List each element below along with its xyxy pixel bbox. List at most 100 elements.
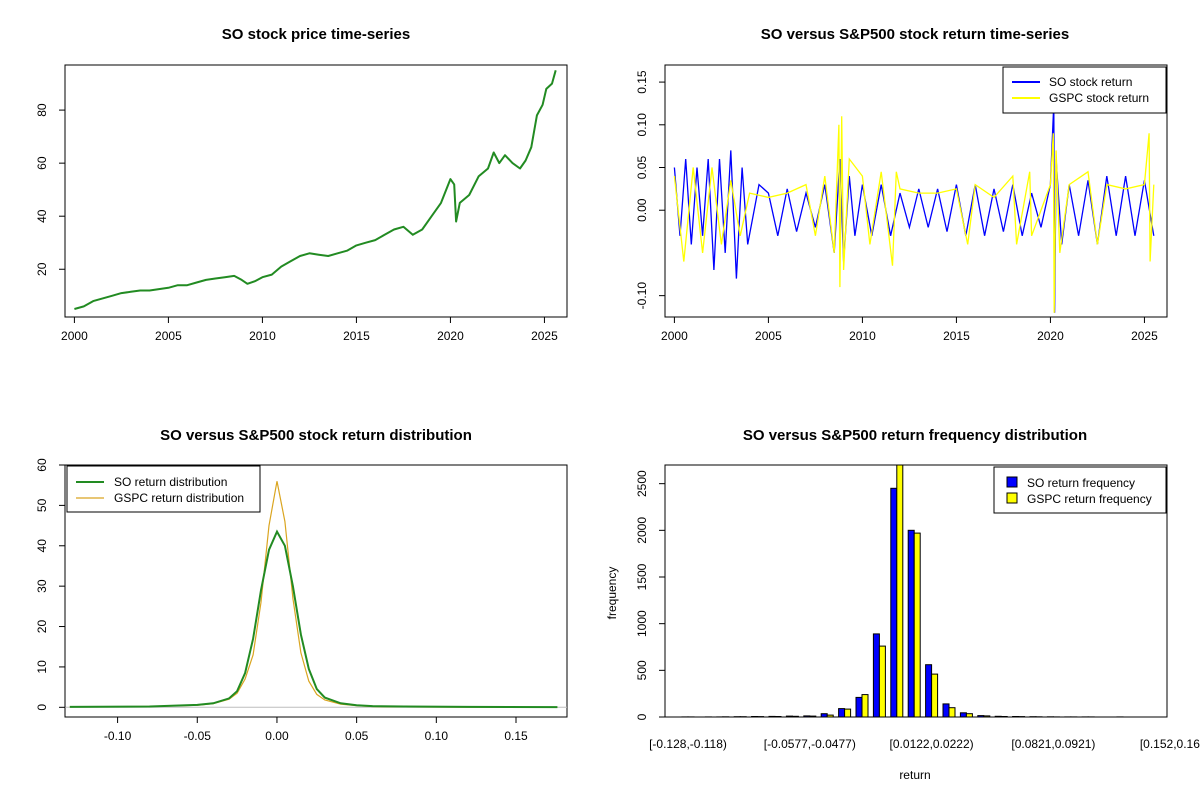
tick-label: 0.05: [345, 729, 369, 743]
tick-label: -0.10: [104, 729, 132, 743]
legend: SO stock return GSPC stock return: [1003, 67, 1166, 113]
tick-label: 0.00: [635, 198, 649, 222]
bar-so: [856, 697, 862, 717]
legend-box: [994, 467, 1166, 513]
legend: SO return distribution GSPC return distr…: [67, 466, 260, 512]
y-axis: 20 40 60 80: [35, 103, 65, 276]
x-axis-label: return: [899, 768, 930, 782]
tick-label: 1500: [635, 563, 649, 590]
tick-label: 60: [35, 458, 49, 472]
y-axis: 0 500 1000 1500 2000 2500: [635, 470, 665, 720]
bar-gspc: [862, 695, 868, 717]
panel-histogram: SO versus S&P500 return frequency distri…: [605, 427, 1200, 782]
tick-label: 2010: [849, 329, 876, 343]
legend-label: SO return frequency: [1027, 476, 1135, 490]
tick-label: 0.05: [635, 156, 649, 180]
tick-label: 2025: [531, 329, 558, 343]
chart-title: SO versus S&P500 stock return distributi…: [160, 427, 472, 444]
bar-gspc: [879, 646, 885, 717]
bar-so: [926, 665, 932, 717]
tick-label: 0.00: [265, 729, 289, 743]
bar-gspc: [914, 533, 920, 717]
tick-label: [-0.128,-0.118): [649, 737, 727, 751]
bar-so: [891, 488, 897, 717]
tick-label: 2000: [635, 517, 649, 544]
bar-gspc: [792, 716, 798, 717]
bar-gspc: [984, 716, 990, 717]
legend-label: GSPC stock return: [1049, 91, 1149, 105]
x-axis: [-0.128,-0.118) [-0.0577,-0.0477) [0.0122,…: [649, 737, 1200, 751]
legend: SO return frequency GSPC return frequenc…: [994, 467, 1166, 513]
tick-label: [0.152,0.162): [1140, 737, 1200, 751]
tick-label: 2005: [755, 329, 782, 343]
bar-gspc: [845, 709, 851, 717]
panel-returns: SO versus S&P500 stock return time-serie…: [635, 26, 1167, 343]
tick-label: [-0.0577,-0.0477): [764, 737, 856, 751]
bar-gspc: [827, 715, 833, 717]
tick-label: [0.0821,0.0921): [1011, 737, 1095, 751]
chart-title: SO stock price time-series: [222, 26, 410, 43]
bar-so: [1013, 717, 1019, 718]
legend-label: GSPC return distribution: [114, 491, 244, 505]
tick-label: 0.10: [425, 729, 449, 743]
plot-frame: [65, 65, 567, 317]
chart-title: SO versus S&P500 return frequency distri…: [743, 427, 1087, 444]
tick-label: 500: [635, 660, 649, 680]
y-axis-label: frequency: [605, 567, 619, 620]
tick-label: 0.10: [635, 113, 649, 137]
tick-label: [0.0122,0.0222): [890, 737, 974, 751]
bar-gspc: [810, 716, 816, 717]
bar-gspc: [966, 714, 972, 717]
chart-title: SO versus S&P500 stock return time-serie…: [761, 26, 1069, 43]
tick-label: 30: [35, 579, 49, 593]
legend-label: SO stock return: [1049, 75, 1132, 89]
legend-box: [1003, 67, 1166, 113]
series-line: [70, 481, 558, 707]
tick-label: 0: [35, 704, 49, 711]
tick-label: 80: [35, 103, 49, 117]
legend-label: GSPC return frequency: [1027, 492, 1152, 506]
tick-label: 2000: [61, 329, 88, 343]
tick-label: 2500: [635, 470, 649, 497]
bar-so: [943, 704, 949, 717]
series-line: [74, 70, 555, 309]
tick-label: 20: [35, 620, 49, 634]
tick-label: 1000: [635, 610, 649, 637]
tick-label: 20: [35, 262, 49, 276]
bar-so: [873, 634, 879, 717]
tick-label: 2020: [1037, 329, 1064, 343]
tick-label: 2000: [661, 329, 688, 343]
tick-label: 40: [35, 209, 49, 223]
panel-price: SO stock price time-series 2000 2005 2010 2…: [35, 26, 567, 343]
bar-so: [769, 716, 775, 717]
bar-so: [839, 709, 845, 717]
tick-label: 2025: [1131, 329, 1158, 343]
tick-label: 10: [35, 660, 49, 674]
bar-gspc: [1001, 717, 1007, 718]
bar-gspc: [949, 708, 955, 717]
tick-label: 60: [35, 156, 49, 170]
tick-label: 2010: [249, 329, 276, 343]
tick-label: 2005: [155, 329, 182, 343]
tick-label: 2015: [343, 329, 370, 343]
legend-box: [67, 466, 260, 512]
tick-label: 40: [35, 539, 49, 553]
tick-label: 2015: [943, 329, 970, 343]
bar-gspc: [932, 674, 938, 717]
x-axis: 2000 2005 2010 2015 2020 2025: [661, 317, 1158, 343]
tick-label: -0.05: [184, 729, 212, 743]
panel-density: SO versus S&P500 stock return distributi…: [35, 427, 567, 743]
legend-label: SO return distribution: [114, 475, 227, 489]
legend-swatch: [1007, 477, 1017, 487]
bar-so: [804, 716, 810, 717]
bar-gspc: [897, 465, 903, 717]
bar-so: [908, 530, 914, 717]
y-axis: -0.100.000.050.100.15: [635, 70, 665, 309]
tick-label: 0: [635, 713, 649, 720]
series-line: [70, 532, 558, 708]
